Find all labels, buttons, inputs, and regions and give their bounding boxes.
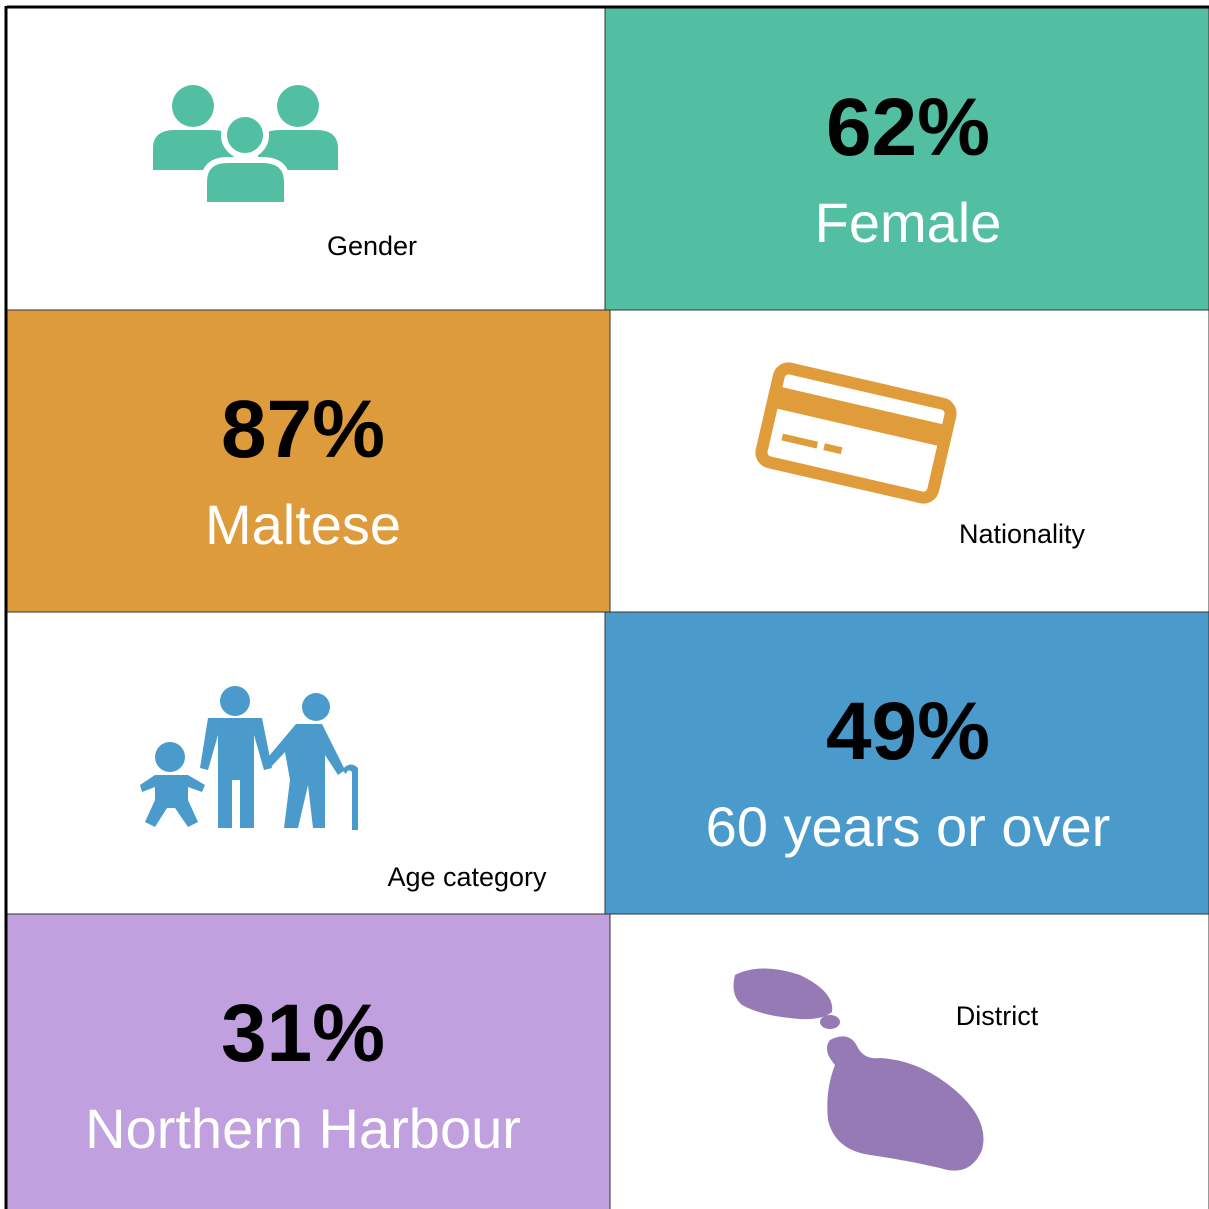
- stat-description: Northern Harbour: [85, 1097, 521, 1160]
- stat-cell: [5, 309, 611, 613]
- gender-icon: [153, 85, 338, 208]
- age-icon: [140, 686, 358, 830]
- map-icon: [733, 968, 984, 1171]
- category-label: Age category: [387, 862, 547, 892]
- stat-cell: [604, 611, 1209, 915]
- stat-description: 60 years or over: [706, 795, 1111, 858]
- stat-value: 31%: [221, 988, 385, 1079]
- stat-description: Female: [815, 191, 1002, 254]
- stat-value: 62%: [826, 82, 990, 173]
- stat-cell: [604, 7, 1209, 311]
- category-label: Gender: [327, 231, 417, 261]
- category-label: District: [956, 1001, 1039, 1031]
- category-label: Nationality: [959, 519, 1086, 549]
- stat-cell: [5, 913, 611, 1209]
- icon-cell: [604, 913, 1209, 1209]
- icon-cell: [604, 309, 1209, 613]
- texts: 62% Female Gender 87% Maltese Nationality 49% 6…: [85, 82, 1110, 1160]
- stat-value: 87%: [221, 384, 385, 475]
- stat-description: Maltese: [205, 493, 401, 556]
- id-card-icon: [755, 362, 957, 504]
- stat-value: 49%: [826, 686, 990, 777]
- cells: [5, 7, 1209, 1209]
